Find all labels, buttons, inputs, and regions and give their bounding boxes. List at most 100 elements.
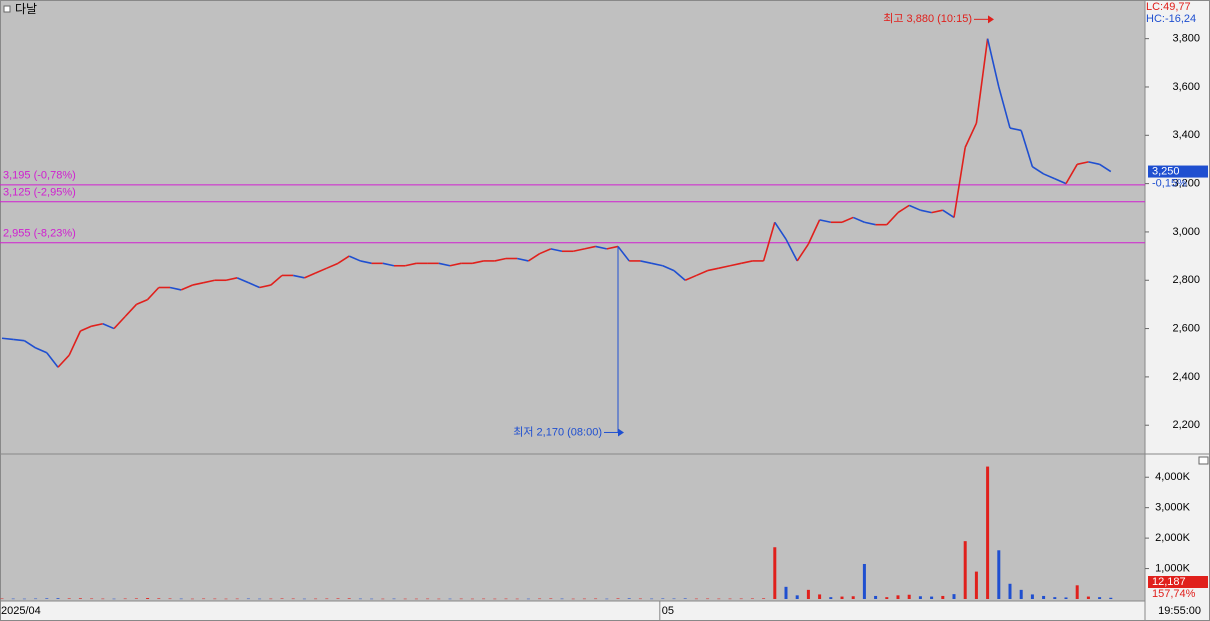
volume-bar [526,598,530,600]
volume-tick-label: 3,000K [1155,502,1191,514]
volume-bar [784,586,788,599]
volume-tick-label: 1,000K [1155,562,1191,574]
volume-change: 157,74% [1152,588,1196,600]
volume-bar [952,594,956,599]
volume-bar [370,598,374,600]
volume-bar [1075,585,1079,599]
y-tick-label: 2,800 [1172,274,1200,286]
volume-bar [515,598,519,600]
price-segment [326,262,339,269]
level-label: 2,955 (-8,23%) [3,228,76,240]
volume-bar [347,598,351,599]
price-segment [774,221,787,240]
volume-bar [235,598,239,600]
price-segment [113,315,126,330]
volume-bar [941,595,945,599]
current-change: -0,15% [1152,177,1187,189]
volume-bar [627,598,631,599]
volume-bar [78,598,82,599]
x-axis-background [0,601,1145,621]
price-segment [203,279,215,284]
volume-bar [1019,589,1023,599]
volume-bar [190,598,194,600]
volume-bar [672,598,676,600]
chart-title: 다날 [15,2,37,16]
price-segment [1031,166,1045,175]
volume-bar [101,598,105,600]
volume-bar [1030,594,1034,599]
price-segment [986,38,1000,88]
lc-label: LC:49,77 [1146,1,1191,13]
volume-bar [650,598,654,600]
volume-bar [157,598,161,599]
volume-bar [1008,583,1012,599]
price-segment [931,209,943,214]
price-segment [908,204,921,211]
volume-bar [459,598,463,600]
price-segment [236,277,249,284]
volume-bar [549,598,553,600]
price-segment [762,222,776,262]
volume-tick-label: 4,000K [1155,471,1191,483]
volume-bar [45,598,49,599]
volume-bar [437,598,441,600]
price-segment [494,257,507,262]
plot-background [0,0,1145,601]
current-price-label: 3,250 [1152,165,1180,177]
price-segment [405,262,417,267]
volume-bar [1053,597,1057,599]
y-tick-label: 2,200 [1172,419,1200,431]
volume-bar [896,595,900,599]
volume-bar [538,598,542,600]
title-icon [3,5,11,13]
price-segment [472,260,484,265]
volume-bar [728,598,732,600]
volume-bar [706,598,710,600]
volume-bar [1042,595,1046,599]
volume-bar [1064,597,1068,599]
volume-bar [840,596,844,599]
price-segment [1054,178,1067,185]
y-tick-label: 3,000 [1172,226,1200,238]
volume-bar [683,598,687,599]
price-segment [864,221,876,226]
price-segment [729,262,742,267]
price-segment [180,284,193,291]
price-segment [673,269,686,281]
volume-bar [0,598,4,600]
volume-bar [582,598,586,600]
price-segment [998,86,1011,129]
volume-bar [661,598,665,600]
volume-bar [773,547,777,599]
panel-close[interactable] [1198,456,1209,465]
volume-bar [146,598,150,599]
price-segment [640,260,652,265]
price-segment [517,257,529,262]
volume-bar [806,589,810,599]
price-segment [315,267,328,274]
volume-bar [851,596,855,599]
price-segment [841,216,854,224]
volume-bar [392,598,396,600]
volume-bar [874,595,878,599]
volume-bar [269,598,273,600]
volume-bar [739,598,743,600]
price-segment [136,298,148,306]
price-segment [617,245,630,262]
price-segment [192,281,204,286]
price-segment [360,260,372,265]
price-segment [975,38,989,124]
volume-bar [381,598,385,600]
volume-bar [1098,597,1102,599]
price-segment [1009,127,1022,132]
volume-bar [224,598,228,600]
price-segment [527,253,541,262]
volume-bar [818,594,822,599]
y-tick-label: 3,600 [1172,81,1200,93]
time-label: 19:55:00 [1158,605,1201,617]
volume-bar [1109,597,1113,599]
price-segment [147,286,160,301]
price-segment [1099,163,1112,173]
price-segment [169,286,182,291]
